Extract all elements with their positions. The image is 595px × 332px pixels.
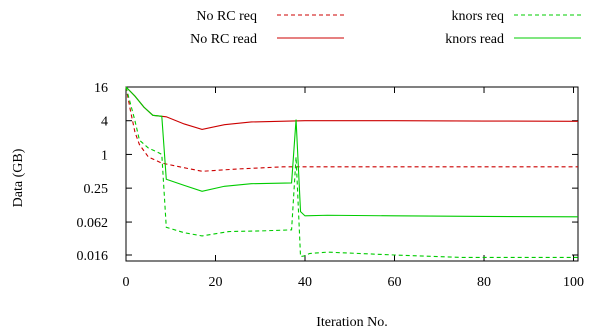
ticks: 0 20 40 60 80 100 0.016 0.062 0.25 1 4 16 — [77, 81, 585, 290]
x-tick-label: 100 — [563, 275, 584, 290]
x-tick-label: 60 — [388, 275, 402, 290]
y-tick-label: 0.25 — [84, 182, 109, 197]
x-tick-label: 80 — [477, 275, 491, 290]
x-axis-label: Iteration No. — [316, 315, 388, 330]
y-tick-label: 1 — [101, 148, 108, 163]
series-line-3 — [125, 86, 578, 258]
legend-label-2: No RC read — [190, 32, 257, 47]
legend-label-1: No RC req — [196, 9, 257, 24]
y-tick-label: 0.062 — [77, 216, 109, 231]
x-tick-label: 0 — [123, 275, 130, 290]
axes — [125, 86, 579, 262]
plot-frame — [125, 86, 579, 262]
y-tick-label: 16 — [94, 81, 108, 96]
series-line-2 — [125, 86, 579, 130]
series-line-1 — [125, 86, 578, 172]
x-tick-label: 20 — [209, 275, 223, 290]
series-line-4 — [125, 86, 579, 218]
y-tick-label: 0.016 — [77, 249, 109, 264]
y-axis-label: Data (GB) — [11, 148, 26, 207]
series-layer — [125, 86, 579, 258]
legend: No RC req No RC read knors req knors read — [190, 9, 581, 47]
x-tick-label: 40 — [298, 275, 312, 290]
legend-label-4: knors read — [445, 32, 504, 47]
legend-label-3: knors req — [452, 9, 505, 24]
y-tick-label: 4 — [101, 115, 108, 130]
